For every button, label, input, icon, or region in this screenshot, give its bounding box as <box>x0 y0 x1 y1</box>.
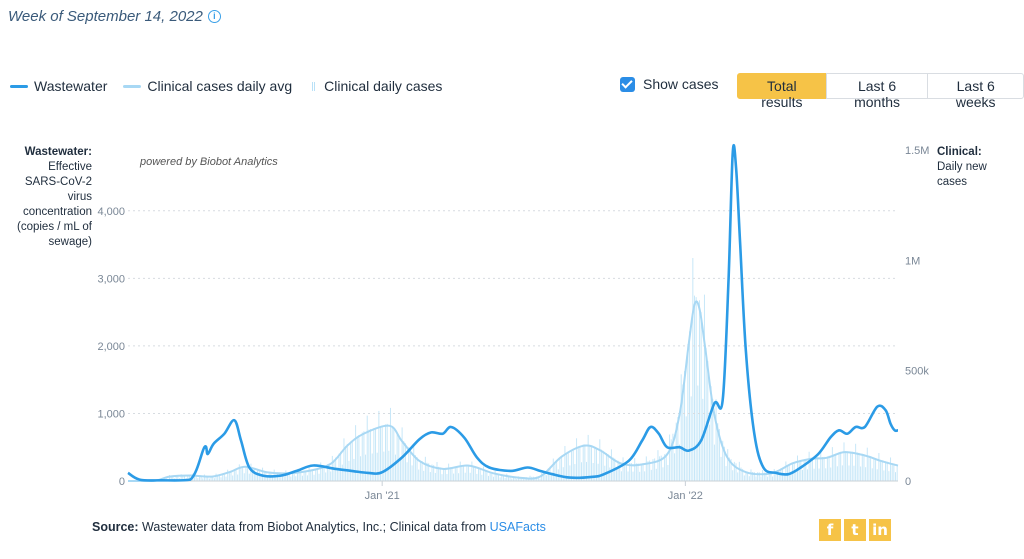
clinical-avg-line-icon <box>123 84 142 88</box>
legend-item-wastewater[interactable]: Wastewater <box>10 78 107 94</box>
left-tick-label: 1,000 <box>97 408 125 420</box>
range-button-group: Total results Last 6 months Last 6 weeks <box>737 73 1024 110</box>
wastewater-line <box>127 144 899 482</box>
show-cases-toggle[interactable]: Show cases <box>620 76 718 92</box>
week-label: Week of September 14, 2022 i <box>8 8 221 25</box>
info-icon[interactable]: i <box>207 10 221 23</box>
left-tick-label: 2,000 <box>97 341 125 353</box>
source-label: Source: <box>92 520 139 534</box>
clinical-avg-line <box>128 300 899 482</box>
right-axis-title-text: Daily new cases <box>937 161 987 188</box>
total-results-button[interactable]: Total results <box>737 73 827 110</box>
clinical-daily-bars-icon <box>312 81 317 91</box>
left-tick-label: 3,000 <box>97 273 125 285</box>
last-6-months-button[interactable]: Last 6 months <box>825 73 929 110</box>
left-tick-label: 0 <box>119 476 125 488</box>
source-line: Source: Wastewater data from Biobot Anal… <box>92 520 546 534</box>
legend: Wastewater Clinical cases daily avg Clin… <box>10 78 458 94</box>
left-axis-title: Wastewater: Effective SARS-CoV-2 virus c… <box>10 145 92 250</box>
usafacts-link[interactable]: USAFacts <box>489 520 546 534</box>
x-tick-label: Jan '22 <box>668 490 703 502</box>
right-axis-title-bold: Clinical: <box>937 146 982 158</box>
last-6-weeks-button[interactable]: Last 6 weeks <box>927 73 1024 110</box>
right-tick-label: 1.5M <box>905 145 929 157</box>
legend-label-clinical-avg: Clinical cases daily avg <box>147 78 293 94</box>
legend-item-clinical-daily[interactable]: Clinical daily cases <box>308 78 442 94</box>
x-tick-label: Jan '21 <box>365 490 400 502</box>
social-links: f t in <box>819 519 894 541</box>
left-axis-title-bold: Wastewater: <box>24 146 92 158</box>
legend-label-wastewater: Wastewater <box>34 78 108 94</box>
right-tick-label: 500k <box>905 366 929 378</box>
right-axis-title: Clinical: Daily new cases <box>937 145 1017 190</box>
legend-label-clinical-daily: Clinical daily cases <box>324 78 443 94</box>
right-tick-label: 1M <box>905 255 920 267</box>
twitter-icon[interactable]: t <box>844 519 866 541</box>
facebook-icon[interactable]: f <box>819 519 841 541</box>
wastewater-line-icon <box>10 84 28 88</box>
left-axis-title-text: Effective SARS-CoV-2 virus concentration… <box>17 161 92 248</box>
legend-item-clinical-avg[interactable]: Clinical cases daily avg <box>123 78 292 94</box>
show-cases-label: Show cases <box>643 76 719 92</box>
powered-by-label: powered by Biobot Analytics <box>140 156 278 168</box>
left-tick-label: 4,000 <box>97 206 125 218</box>
source-text: Wastewater data from Biobot Analytics, I… <box>142 520 487 534</box>
right-tick-label: 0 <box>905 476 911 488</box>
linkedin-icon[interactable]: in <box>869 519 891 541</box>
checkbox-checked-icon[interactable] <box>620 76 635 92</box>
